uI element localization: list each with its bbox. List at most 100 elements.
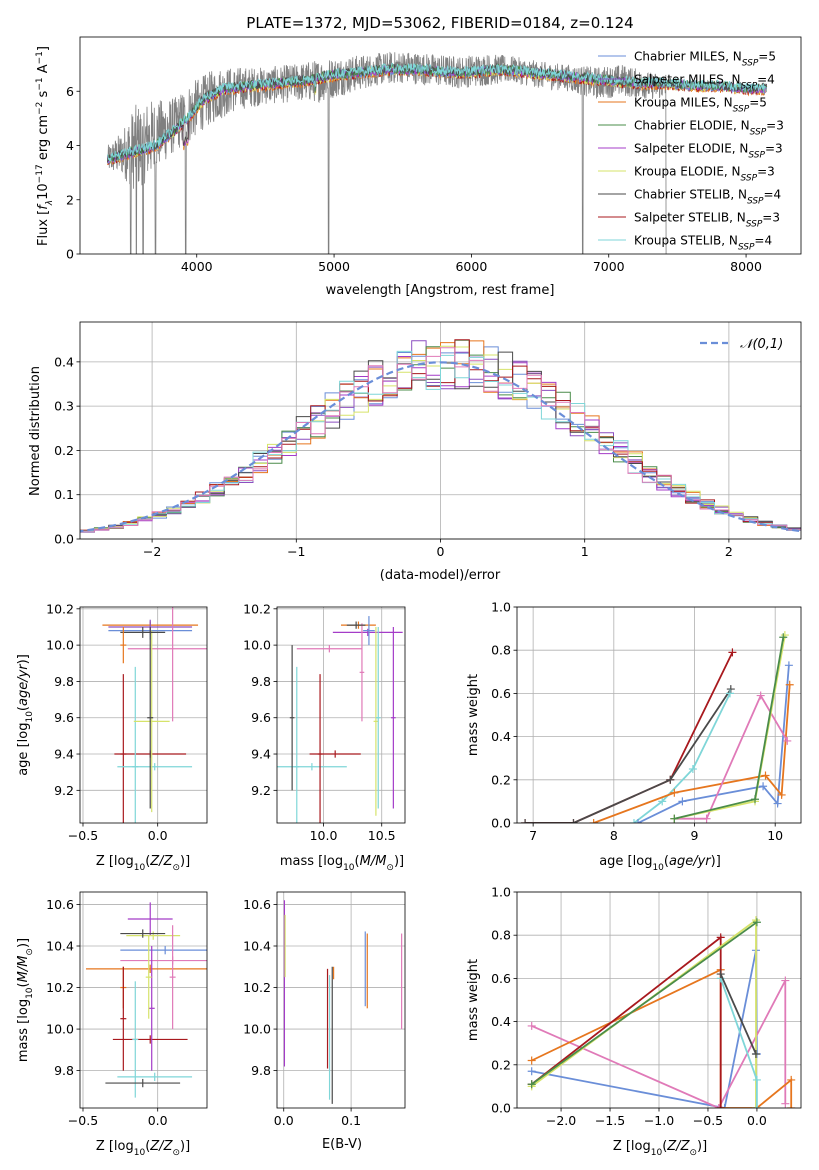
- y-tick-label: 2: [66, 192, 74, 207]
- y-tick-label: 0.0: [54, 532, 74, 547]
- x-tick-label: 0.0: [274, 1113, 294, 1128]
- series-marker: [716, 1104, 725, 1108]
- label-part: ⊙: [386, 863, 394, 873]
- label-part: Kroupa ELODIE, N: [634, 165, 741, 179]
- label-part: SSP: [747, 197, 764, 207]
- y-tick-label: 9.4: [251, 747, 271, 762]
- y-tick-label: 10.2: [243, 980, 271, 995]
- label-part: Kroupa MILES, N: [634, 96, 733, 110]
- label-part: )]: [697, 1139, 707, 1154]
- series-marker: [714, 1104, 723, 1108]
- label-part: 10: [652, 863, 664, 873]
- y-tick-label: 9.8: [54, 674, 74, 689]
- axes-frame: [516, 606, 802, 824]
- series-marker: [756, 691, 765, 700]
- histogram-pink: [80, 347, 801, 533]
- x-tick-label: 10.5: [368, 828, 396, 843]
- x-tick-label: −1: [287, 544, 305, 559]
- x-tick-label: 0.0: [747, 1113, 767, 1128]
- x-tick-label: −1.0: [644, 1113, 674, 1128]
- plot-area-mass_vs_Z: [85, 902, 207, 1098]
- label-part: age [log: [16, 723, 31, 776]
- series-marker: [629, 819, 638, 823]
- y-tick-label: 9.8: [251, 1063, 271, 1078]
- y-tick-label: 9.6: [251, 710, 271, 725]
- y-tick-label: 9.8: [54, 1063, 74, 1078]
- series-marker: [787, 1104, 796, 1108]
- y-tick-label: 10.0: [46, 1022, 74, 1037]
- y-tick-label: 10.0: [243, 638, 271, 653]
- x-tick-label: −0.5: [68, 828, 98, 843]
- label-part: 10: [134, 863, 146, 873]
- axes-mw_vs_age: 7 8 9 10 0.0 0.2 0.4 0.6 0.8 1.0 mass weight age [l…: [466, 600, 802, 873]
- label-part: mass [log: [280, 854, 343, 869]
- normal-curve: [80, 361, 801, 533]
- series-marker: [781, 976, 790, 985]
- label-part: ⊙: [689, 1148, 697, 1158]
- axes-frame: [79, 891, 208, 1109]
- y-tick-label: 0.8: [491, 928, 511, 943]
- y-tick-label: 0.8: [491, 643, 511, 658]
- series-marker: [670, 788, 679, 797]
- label-part: Salpeter ELODIE, N: [634, 142, 748, 156]
- plot-area-residuals: [80, 339, 801, 533]
- label-part: −17: [35, 164, 45, 183]
- axes-frame: [79, 606, 208, 824]
- series-marker: [688, 765, 697, 773]
- label-part: =4: [764, 188, 782, 202]
- series-marker: [716, 933, 725, 942]
- series-line-pink: [674, 693, 789, 820]
- label-part: Salpeter MILES, N: [634, 73, 741, 87]
- y-tick-label: 10.2: [46, 980, 74, 995]
- y-tick-label: 1.0: [491, 885, 511, 900]
- label-part: erg cm: [36, 115, 51, 164]
- y-tick-label: 9.8: [251, 674, 271, 689]
- y-tick-label: 10.2: [243, 601, 271, 616]
- series-marker: [726, 685, 735, 694]
- label-part: −1: [35, 77, 45, 90]
- series-line-kroupa_miles: [593, 684, 791, 823]
- legend-label: 𝒩(0,1): [740, 337, 783, 352]
- label-part: age/yr: [669, 854, 712, 869]
- label-part: (: [355, 854, 360, 869]
- series-line-chabrier_elodie: [531, 921, 758, 1085]
- label-part: (: [662, 1139, 667, 1154]
- axes-spectrum: 4000 5000 6000 7000 8000 0 2 4 6 Flux [fλ10−17 er…: [35, 36, 802, 298]
- y-tick-label: 10.2: [46, 601, 74, 616]
- series-marker: [759, 782, 768, 791]
- series-marker: [527, 1080, 536, 1089]
- series-marker: [527, 1021, 536, 1030]
- series-marker: [761, 771, 770, 780]
- series-marker: [527, 1056, 536, 1065]
- x-tick-label: 0: [437, 544, 445, 559]
- plot-area-mass_vs_ebv: [283, 900, 403, 1104]
- x-tick-label: 2: [725, 544, 733, 559]
- label-part: Chabrier ELODIE, N: [634, 119, 750, 133]
- label-part: SSP: [738, 243, 755, 253]
- label-part: Z/Z: [149, 1139, 173, 1154]
- x-axis-label: E(B-V): [322, 1137, 362, 1152]
- label-part: A: [36, 64, 51, 77]
- label-part: age/yr: [16, 663, 31, 706]
- label-part: )]: [16, 654, 31, 664]
- label-part: Flux [: [36, 210, 51, 246]
- label-part: )]: [711, 854, 721, 869]
- label-part: Z [log: [96, 1139, 134, 1154]
- label-part: Chabrier MILES, N: [634, 50, 742, 64]
- x-tick-label: 4000: [181, 259, 213, 274]
- label-part: Z [log: [613, 1139, 651, 1154]
- x-tick-label: 10.0: [310, 828, 338, 843]
- label-part: )]: [180, 854, 190, 869]
- label-part: SSP: [742, 59, 759, 69]
- y-tick-label: 6: [66, 84, 74, 99]
- label-part: Kroupa STELIB, N: [634, 234, 738, 248]
- label-part: 10: [343, 863, 355, 873]
- label-part: 10: [36, 183, 51, 200]
- label-part: )]: [180, 1139, 190, 1154]
- axes-residuals: −2 −1 0 1 2 0.0 0.1 0.2 0.3 0.4 Normed distributio…: [28, 321, 802, 583]
- label-part: Chabrier STELIB, N: [634, 188, 747, 202]
- series-line-chabrier_stelib: [525, 688, 732, 823]
- series-line-chabrier_stelib: [719, 973, 757, 1055]
